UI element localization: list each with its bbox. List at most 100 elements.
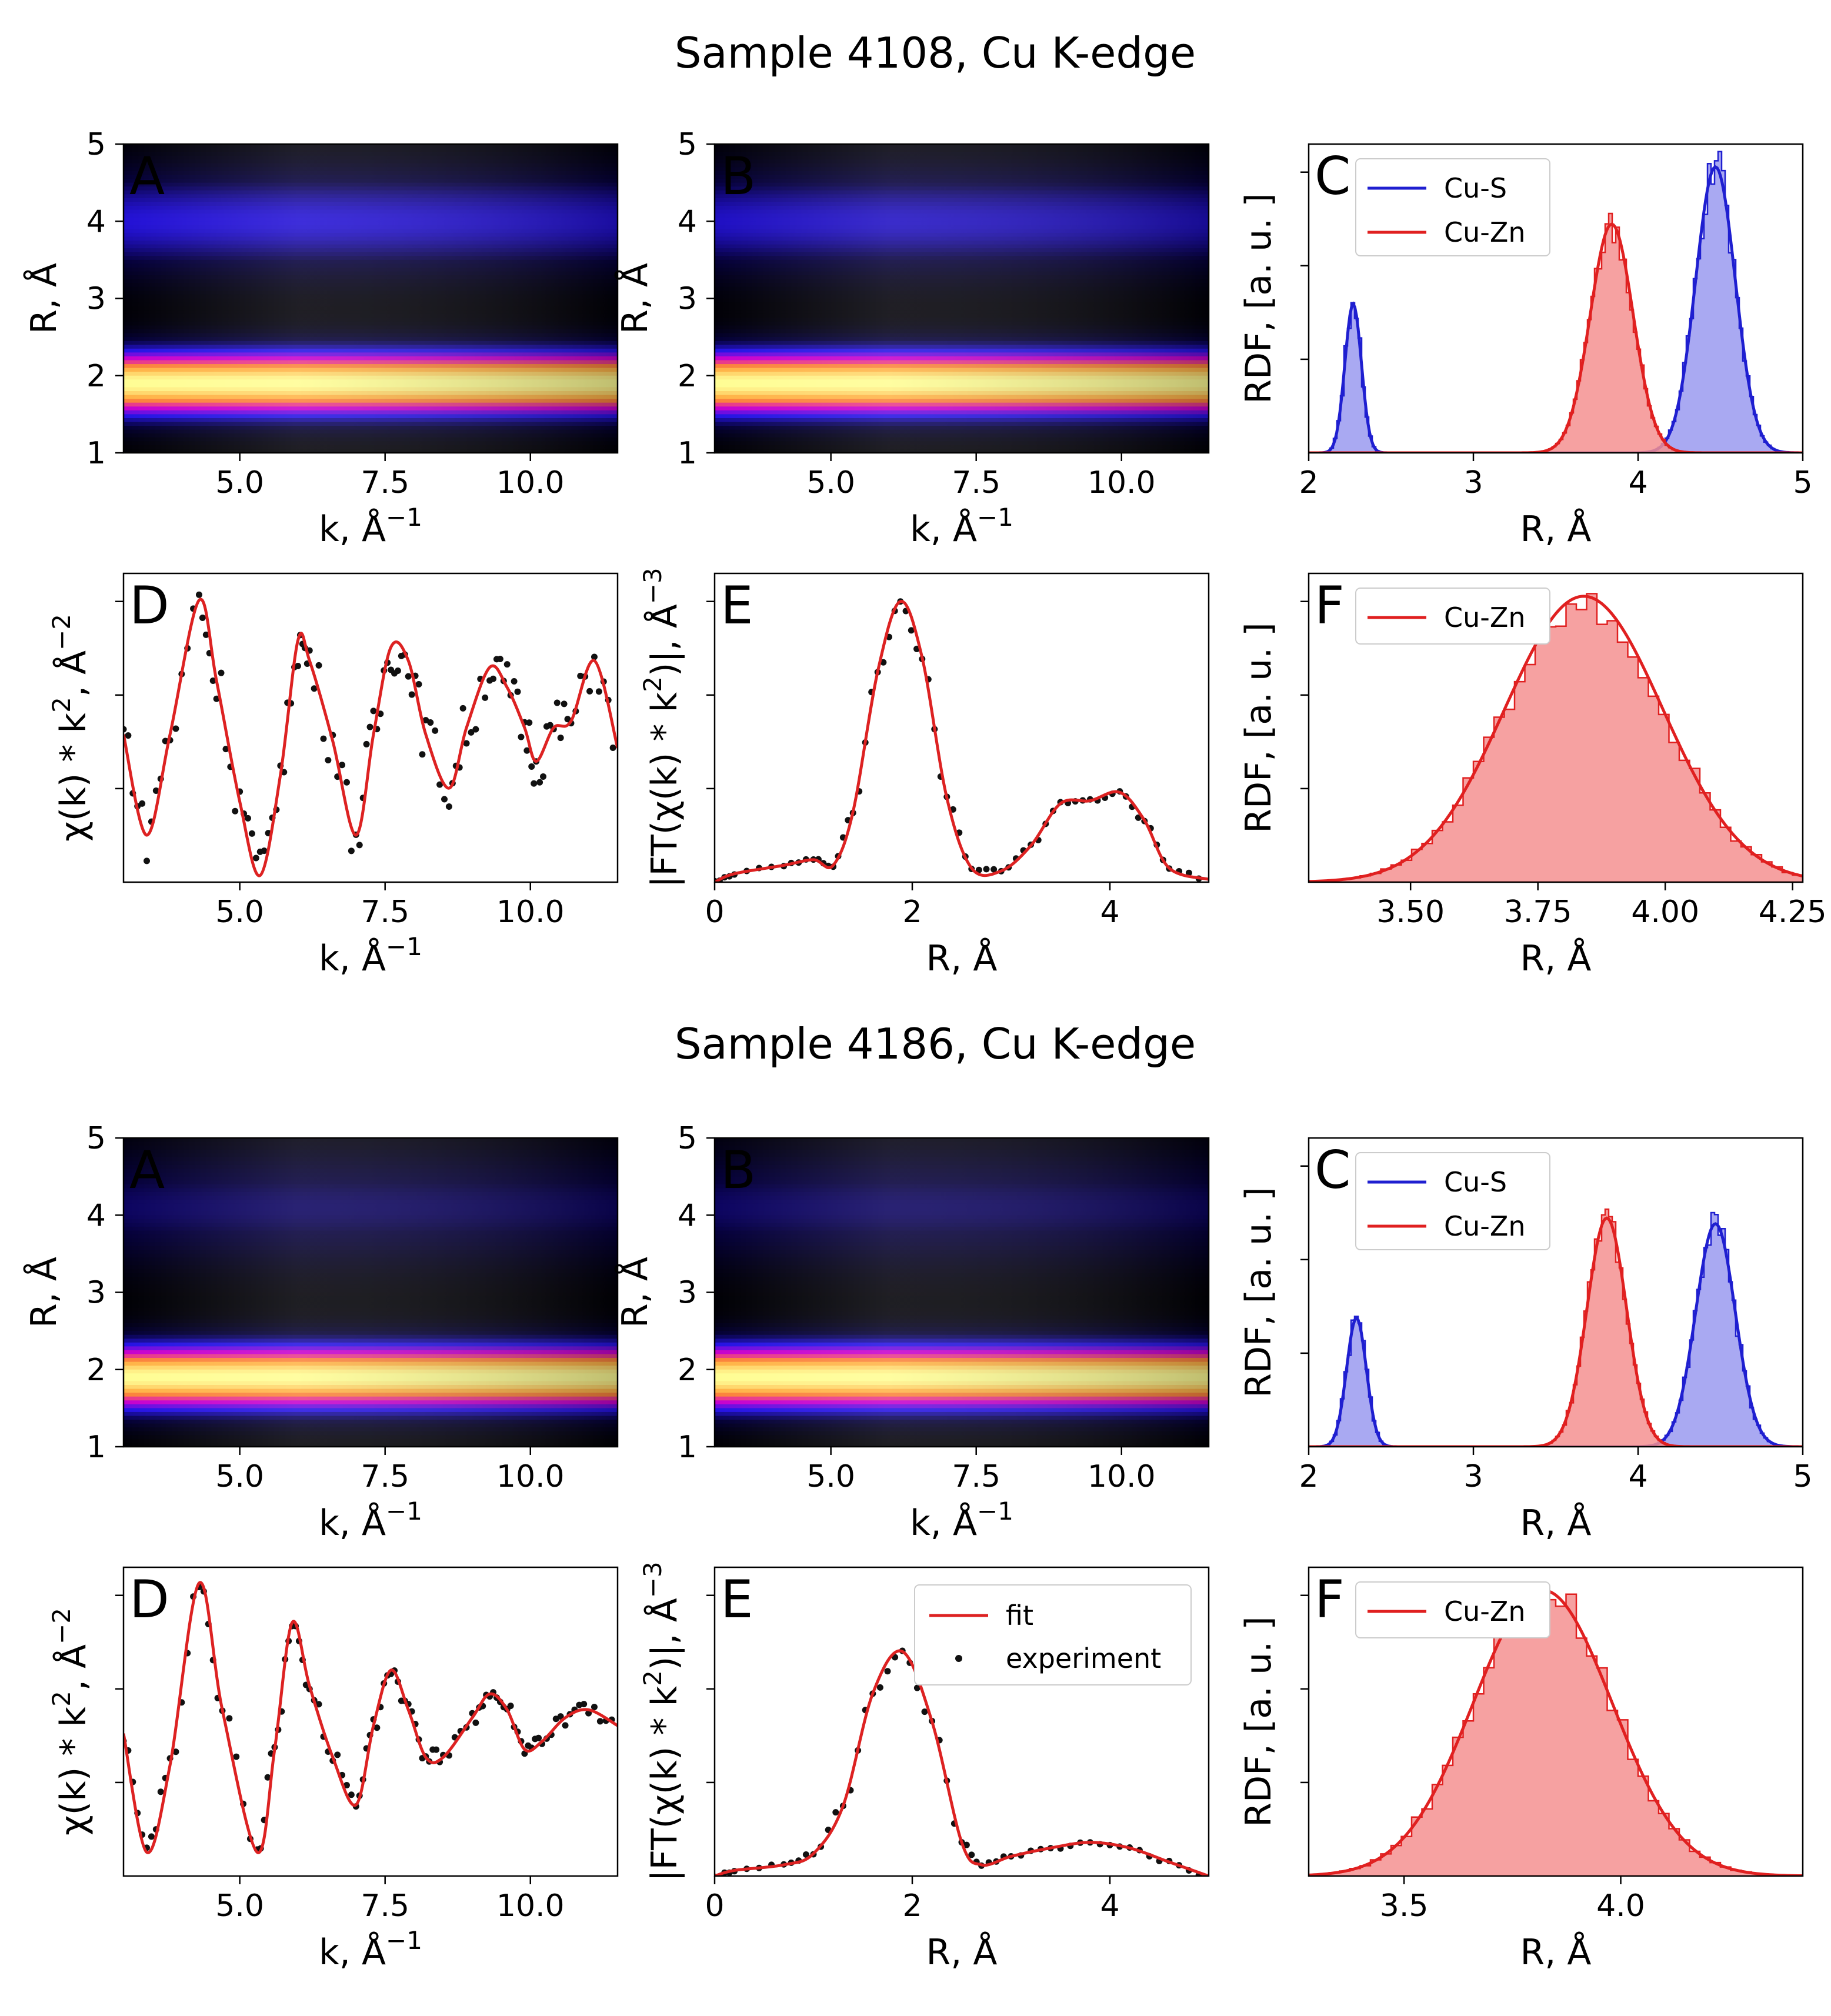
experiment-point bbox=[373, 1724, 381, 1731]
experiment-point bbox=[348, 1791, 355, 1798]
experiment-point bbox=[394, 667, 401, 675]
x-tick-label: 5.0 bbox=[215, 894, 264, 930]
y-axis-label: R, Å bbox=[614, 1257, 656, 1328]
y-axis-label-part: RDF, [a. u. ] bbox=[1238, 193, 1279, 403]
experiment-point bbox=[433, 1746, 440, 1753]
y-axis-label-part: −3 bbox=[638, 1561, 667, 1598]
y-tick-label: 5 bbox=[678, 1121, 697, 1156]
y-tick-label: 2 bbox=[86, 359, 106, 394]
y-tick-label: 4 bbox=[86, 1198, 106, 1233]
y-axis-label-part: 2 bbox=[638, 1670, 667, 1686]
y-axis-label-part: −3 bbox=[638, 568, 667, 604]
experiment-point bbox=[261, 847, 268, 855]
y-axis-label-part: R, Å bbox=[614, 1257, 656, 1328]
panel-s1_F: 3.50 3.75 4.00 4.25 R, Å RDF, [a. u. ] F Cu-Zn bbox=[1238, 572, 1827, 979]
experiment-point bbox=[139, 800, 146, 807]
plot-frame bbox=[713, 1566, 1210, 1877]
experiment-point bbox=[880, 659, 887, 666]
y-axis-label: |FT(χ(k) * k2)|, Å−3 bbox=[638, 1561, 685, 1881]
section-title-2: Sample 4186, Cu K-edge bbox=[675, 1019, 1196, 1069]
experiment-point bbox=[963, 1841, 970, 1848]
heatmap bbox=[715, 1138, 1209, 1447]
experiment-point bbox=[343, 1782, 350, 1789]
experiment-point bbox=[325, 757, 332, 764]
experiment-point bbox=[518, 733, 525, 740]
experiment-point bbox=[315, 1701, 322, 1708]
experiment-point bbox=[562, 1722, 569, 1729]
y-axis-label-part: |FT(χ(k) * k bbox=[644, 692, 685, 888]
x-axis-label-text: k, Å bbox=[319, 1502, 386, 1544]
plot-frame bbox=[1308, 1137, 1804, 1448]
x-tick-label: 7.5 bbox=[361, 1459, 409, 1494]
panel-s2_F: 3.5 4.0R, Å RDF, [a. u. ] F Cu-Zn bbox=[1238, 1566, 1804, 1973]
y-axis-label-part: 2 bbox=[47, 697, 76, 713]
experiment-point bbox=[199, 614, 206, 621]
x-tick-label: 5.0 bbox=[215, 1459, 264, 1494]
experiment-point bbox=[1185, 869, 1192, 876]
experiment-point bbox=[463, 740, 470, 747]
x-tick-label: 4 bbox=[1100, 894, 1119, 930]
panel-letter: A bbox=[129, 146, 165, 206]
panel-letter: D bbox=[129, 1569, 169, 1630]
plot-frame bbox=[1308, 572, 1804, 883]
experiment-point bbox=[884, 1668, 891, 1675]
plot-frame bbox=[122, 1566, 619, 1877]
y-tick-label: 5 bbox=[678, 127, 697, 162]
x-axis-label-text: k, Å bbox=[319, 937, 386, 979]
y-axis-label-part: −2 bbox=[47, 614, 76, 650]
panel-letter: C bbox=[1315, 1140, 1350, 1200]
experiment-point bbox=[609, 744, 616, 751]
y-axis-label-part: , Å bbox=[52, 1644, 94, 1691]
experiment-point bbox=[370, 707, 377, 715]
x-axis-label: k, Å−1 bbox=[319, 503, 422, 550]
x-tick-label: 7.5 bbox=[952, 465, 1000, 500]
y-axis-label-part: )|, Å bbox=[643, 604, 685, 676]
y-tick-label: 2 bbox=[86, 1353, 106, 1388]
heatmap-shading bbox=[124, 1138, 618, 1447]
x-axis-label-exp: −1 bbox=[386, 1926, 422, 1955]
experiment-point bbox=[921, 1708, 928, 1715]
x-tick-label: 2 bbox=[902, 1888, 922, 1924]
x-tick-label: 7.5 bbox=[952, 1459, 1000, 1494]
experiment-point bbox=[528, 763, 535, 770]
y-tick-label: 4 bbox=[86, 204, 106, 239]
panel-letter: E bbox=[721, 1569, 753, 1630]
experiment-point bbox=[595, 688, 602, 695]
x-axis-label-exp: −1 bbox=[977, 503, 1013, 532]
x-axis-label: R, Å bbox=[1520, 1502, 1592, 1544]
series-cu-zn bbox=[1309, 593, 1803, 882]
experiment-point bbox=[248, 830, 255, 837]
heatmap bbox=[715, 144, 1209, 453]
y-axis-label: RDF, [a. u. ] bbox=[1238, 622, 1279, 833]
experiment-point bbox=[172, 725, 179, 732]
legend-fit-label: fit bbox=[1006, 1600, 1033, 1631]
x-tick-label: 2 bbox=[1299, 1459, 1318, 1494]
plot-frame bbox=[122, 572, 619, 883]
experiment-point bbox=[482, 694, 489, 701]
y-axis-label-part: , Å bbox=[52, 650, 94, 697]
experiment-point bbox=[152, 787, 159, 794]
y-axis-label: χ(k) * k2, Å−2 bbox=[47, 614, 94, 842]
y-axis-label-part: χ(k) * k bbox=[53, 713, 94, 842]
heatmap bbox=[124, 1138, 618, 1447]
y-axis-label-part: R, Å bbox=[614, 263, 656, 334]
x-tick-label: 5.0 bbox=[806, 1459, 855, 1494]
panel-letter: B bbox=[721, 1140, 756, 1200]
plot-area bbox=[1309, 593, 1803, 882]
legend-box bbox=[1355, 588, 1550, 645]
panel-letter: A bbox=[129, 1140, 165, 1200]
experiment-point bbox=[468, 729, 475, 736]
experiment-point bbox=[343, 779, 350, 786]
panel-letter: D bbox=[129, 575, 169, 636]
x-axis-label: R, Å bbox=[926, 937, 998, 979]
panel-s2_E: 0 2 4ER, Å|FT(χ(k) * k2)|, Å−3fitexperimen… bbox=[638, 1561, 1210, 1973]
x-tick-label: 10.0 bbox=[1088, 465, 1156, 500]
plot-frame bbox=[1308, 143, 1804, 454]
legend-cu-zn-label: Cu-Zn bbox=[1444, 216, 1526, 248]
x-axis-label-exp: −1 bbox=[386, 932, 422, 961]
experiment-point bbox=[125, 732, 132, 739]
x-axis-label: R, Å bbox=[1520, 937, 1592, 979]
series-cu-zn bbox=[1309, 1588, 1803, 1876]
experiment-point bbox=[144, 857, 151, 865]
